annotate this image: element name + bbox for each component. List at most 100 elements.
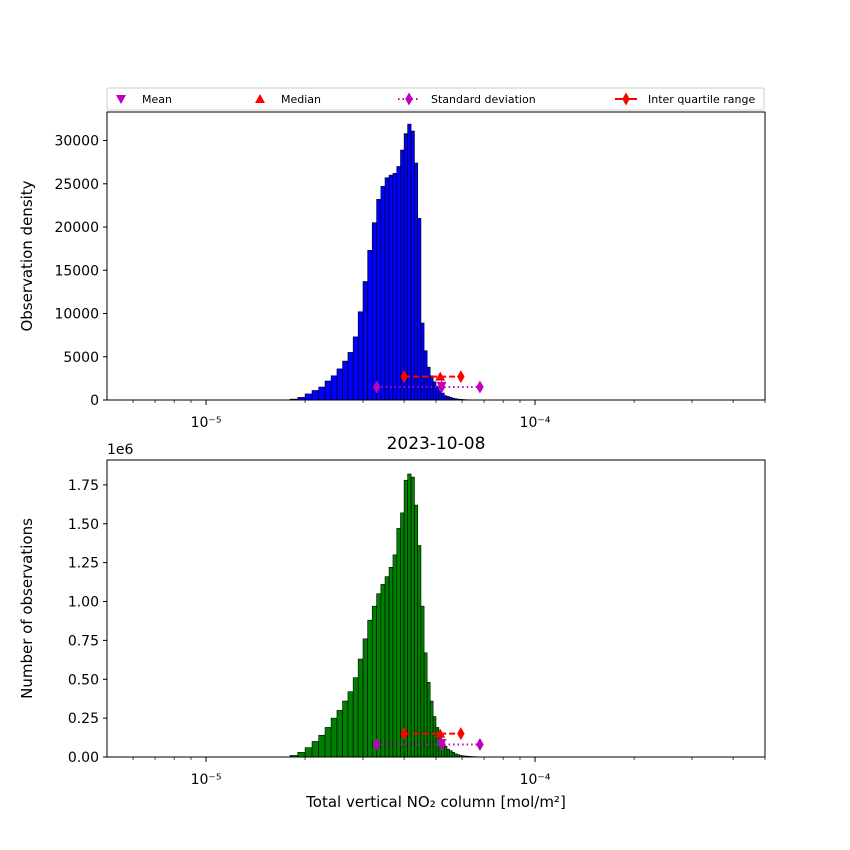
histogram-bar (400, 512, 405, 758)
histogram-bar (403, 479, 408, 758)
histogram-bar (311, 741, 319, 758)
mean-marker (436, 381, 447, 391)
std-dev-high-marker (476, 738, 484, 752)
histogram-bar (446, 396, 450, 401)
histogram-bar (324, 727, 332, 758)
histogram-bar (429, 700, 434, 758)
histogram-bar (380, 186, 386, 401)
x-tick-label: 10⁻⁴ (520, 415, 551, 431)
histogram-bar (407, 123, 412, 401)
std-dev-low-marker (372, 738, 381, 752)
y-tick-label: 30000 (54, 134, 99, 150)
histogram-bar (318, 386, 326, 401)
histogram-bar (444, 395, 448, 401)
histogram-bar (347, 691, 354, 758)
histogram-bar (384, 177, 390, 401)
legend-label: Standard deviation (431, 93, 536, 106)
bottom-histogram-panel: 0.00 0.25 0.50 0.75 1.00 1.25 1.50 1.75 10⁻⁵ 10⁻⁴… (18, 434, 766, 811)
y-tick-label: 1.25 (68, 556, 99, 572)
histogram-bar (392, 554, 398, 758)
histogram-bar (407, 473, 412, 758)
histogram-bar (449, 750, 453, 758)
histogram-bar (330, 375, 338, 401)
legend-label: Inter quartile range (648, 93, 755, 106)
y-axis-label: Number of observations (18, 518, 36, 699)
legend-label: Mean (142, 93, 172, 106)
histogram-bar (435, 385, 440, 401)
histogram-bar (342, 360, 349, 401)
median-marker (435, 371, 446, 381)
histogram-bar (432, 716, 437, 758)
histogram-bar (388, 566, 394, 758)
y-tick-label: 10000 (54, 307, 99, 323)
legend-diamond-icon (622, 92, 630, 106)
histogram-bar (357, 311, 364, 401)
iqr-low-marker (400, 370, 408, 384)
histogram-bar (396, 166, 401, 401)
histogram-bar (336, 368, 343, 401)
histogram-bar (367, 619, 373, 758)
histogram-bar (352, 677, 359, 758)
histogram-bar (380, 584, 386, 758)
histogram-bar (426, 366, 431, 401)
std-dev-high-marker (476, 380, 484, 394)
histogram-bar (423, 350, 428, 401)
y-tick-label: 1.00 (68, 595, 99, 611)
histogram-bar (420, 322, 425, 401)
y-tick-label: 0.50 (68, 672, 99, 688)
y-axis-label: Observation density (18, 180, 36, 331)
histogram-bar (441, 392, 445, 401)
histogram-bar (410, 476, 415, 758)
y-tick-label: 1.50 (68, 517, 99, 533)
legend-box (106, 87, 765, 111)
histogram-bar (342, 700, 349, 758)
histogram-bar (371, 605, 377, 758)
histogram-bar (446, 748, 450, 758)
histogram-bar (376, 199, 382, 401)
y-tick-label: 0.75 (68, 633, 99, 649)
y-offset-label: 1e6 (107, 442, 134, 458)
histogram-bar (362, 638, 368, 758)
histogram-bar (444, 745, 448, 758)
histogram-bar (396, 528, 401, 758)
y-tick-label: 15000 (54, 263, 99, 279)
histogram-bar (324, 380, 332, 401)
y-tick-label: 25000 (54, 177, 99, 193)
y-tick-label: 0.25 (68, 711, 99, 727)
histogram-bar (414, 162, 419, 401)
histogram-bar (367, 250, 373, 401)
top-histogram-panel: 0 5000 10000 15000 20000 25000 30000 10⁻⁵ 10⁻⁴ Ob… (18, 111, 766, 431)
axes-frame (106, 459, 766, 758)
histogram-bar (311, 390, 319, 401)
histogram-bar (384, 576, 390, 758)
y-tick-label: 1.75 (68, 478, 99, 494)
legend-triangle-up-icon (255, 94, 265, 103)
std-dev-low-marker (372, 380, 381, 394)
histogram-bar (304, 393, 313, 401)
histogram-bar (392, 173, 398, 401)
iqr-high-marker (457, 370, 465, 384)
y-tick-label: 5000 (63, 350, 99, 366)
histogram-bar (362, 281, 368, 401)
histogram-bar (318, 734, 326, 758)
histogram-bar (426, 682, 431, 758)
legend-triangle-down-icon (116, 95, 126, 104)
histogram-bar (376, 593, 382, 758)
chart-title: 2023-10-08 (387, 434, 486, 454)
legend: Mean Median Standard deviation Inter quarti… (106, 87, 765, 111)
histogram-bar (417, 218, 422, 401)
iqr-low-marker (400, 727, 408, 741)
x-axis-label: Total vertical NO₂ column [mol/m²] (305, 793, 566, 811)
axes-frame (106, 111, 766, 401)
x-tick-label: 10⁻⁵ (191, 415, 222, 431)
histogram-bar (336, 710, 343, 758)
histogram-bar (432, 381, 437, 401)
histogram-bar (414, 504, 419, 758)
iqr-high-marker (457, 727, 465, 741)
legend-diamond-icon (405, 92, 413, 106)
median-marker (435, 728, 446, 738)
histogram-bar (304, 747, 313, 758)
y-tick-label: 20000 (54, 220, 99, 236)
x-tick-label: 10⁻⁵ (191, 772, 222, 788)
